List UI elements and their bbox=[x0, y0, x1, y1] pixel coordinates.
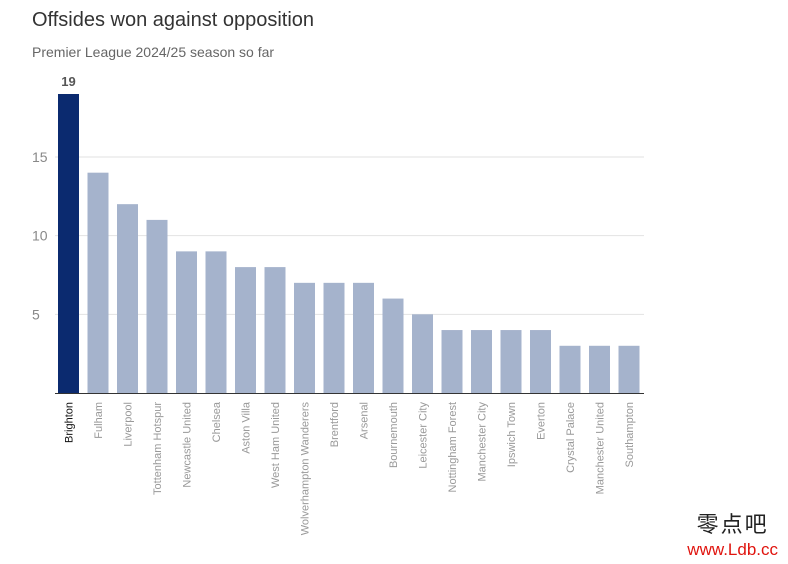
x-tick-label: Brentford bbox=[329, 402, 341, 447]
data-label: 19 bbox=[61, 74, 75, 89]
x-tick-label: Crystal Palace bbox=[565, 402, 577, 473]
bar-newcastle-united bbox=[176, 251, 197, 393]
x-tick-label: Newcastle United bbox=[182, 402, 194, 488]
bar-brighton bbox=[58, 94, 79, 393]
bar-nottingham-forest bbox=[441, 330, 463, 393]
y-tick-label: 10 bbox=[32, 228, 48, 244]
x-tick-label: Wolverhampton Wanderers bbox=[300, 402, 312, 536]
x-tick-label: Chelsea bbox=[211, 401, 223, 442]
bar-fulham bbox=[87, 172, 109, 393]
bar-manchester-city bbox=[471, 330, 492, 393]
x-tick-label: Ipswich Town bbox=[506, 402, 518, 467]
bar-southampton bbox=[618, 345, 640, 393]
x-tick-label: Manchester United bbox=[595, 402, 607, 494]
bar-wolverhampton-wanderers bbox=[294, 282, 315, 393]
x-tick-label: Arsenal bbox=[359, 402, 371, 439]
x-tick-label: Fulham bbox=[93, 402, 105, 439]
x-tick-label: Bournemouth bbox=[388, 402, 400, 468]
watermark-url: www.Ldb.cc bbox=[687, 539, 778, 559]
chart-subtitle: Premier League 2024/25 season so far bbox=[32, 44, 275, 60]
bar-arsenal bbox=[353, 282, 374, 393]
bar-leicester-city bbox=[412, 314, 433, 393]
x-tick-label: Tottenham Hotspur bbox=[152, 402, 164, 495]
bar-chelsea bbox=[205, 251, 227, 393]
bar-liverpool bbox=[117, 204, 138, 393]
bar-everton bbox=[530, 330, 551, 393]
bar-west-ham-united bbox=[264, 267, 286, 393]
bar-bournemouth bbox=[382, 298, 404, 393]
x-tick-label: Liverpool bbox=[123, 402, 135, 447]
watermark: 零点吧 www.Ldb.cc bbox=[687, 513, 778, 560]
bar-ipswich-town bbox=[500, 330, 522, 393]
bar-crystal-palace bbox=[559, 345, 581, 393]
x-tick-label: Southampton bbox=[624, 402, 636, 467]
x-tick-label: Everton bbox=[536, 402, 548, 440]
bar-manchester-united bbox=[589, 345, 610, 393]
watermark-logo-text: 零点吧 bbox=[696, 513, 769, 539]
chart-title: Offsides won against opposition bbox=[32, 9, 315, 31]
bar-brentford bbox=[323, 282, 345, 393]
bar-tottenham-hotspur bbox=[146, 219, 168, 393]
x-tick-label: West Ham United bbox=[270, 402, 282, 488]
x-tick-label: Aston Villa bbox=[241, 401, 253, 454]
x-tick-label: Manchester City bbox=[477, 402, 489, 482]
x-tick-label: Leicester City bbox=[418, 402, 430, 469]
bar-aston-villa bbox=[235, 267, 256, 393]
y-tick-label: 15 bbox=[32, 149, 48, 165]
x-tick-label: Brighton bbox=[64, 402, 76, 443]
x-tick-label: Nottingham Forest bbox=[447, 402, 459, 492]
y-tick-label: 5 bbox=[32, 306, 40, 322]
